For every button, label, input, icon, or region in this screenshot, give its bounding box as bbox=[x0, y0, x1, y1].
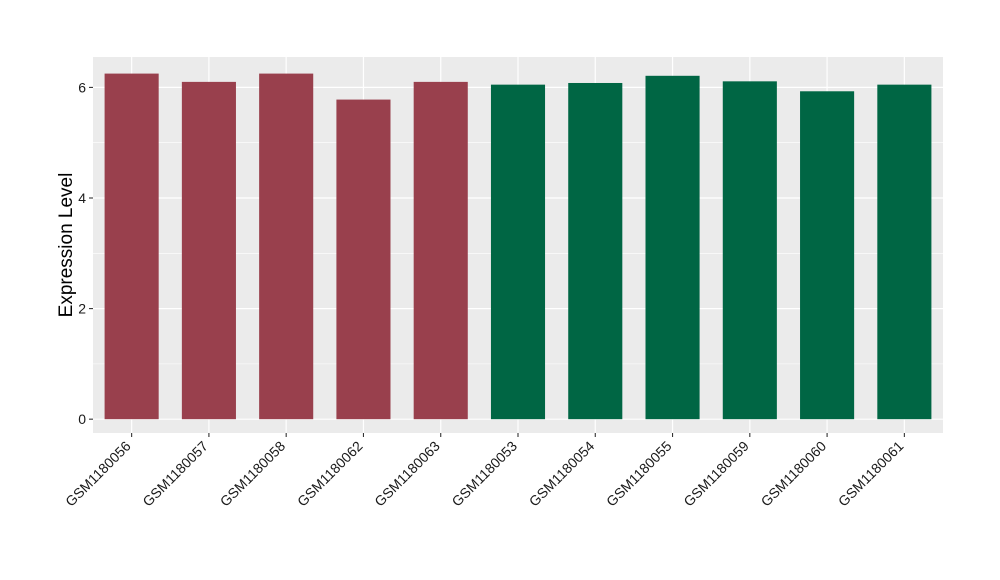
bar-GSM1180061 bbox=[877, 84, 932, 420]
x-tick-label: GSM1180055 bbox=[603, 438, 675, 510]
bar-GSM1180063 bbox=[413, 81, 468, 420]
x-tick-label: GSM1180057 bbox=[139, 438, 211, 510]
x-tick-label: GSM1180054 bbox=[526, 438, 598, 510]
x-tick-label: GSM1180062 bbox=[294, 438, 366, 510]
y-tick-label: 4 bbox=[78, 190, 86, 206]
y-tick-label: 2 bbox=[78, 301, 86, 317]
bar-GSM1180062 bbox=[336, 99, 391, 420]
bar-GSM1180054 bbox=[568, 82, 623, 420]
x-tick-label: GSM1180053 bbox=[448, 438, 520, 510]
bar-GSM1180056 bbox=[104, 73, 159, 420]
bar-GSM1180059 bbox=[722, 81, 777, 420]
x-axis: GSM1180056 GSM1180057 GSM1180058 GSM1180062… bbox=[62, 433, 907, 509]
y-axis-title: Expression Level bbox=[56, 173, 77, 318]
x-tick-label: GSM1180060 bbox=[758, 438, 830, 510]
y-tick-label: 0 bbox=[78, 411, 86, 427]
bar-GSM1180060 bbox=[800, 91, 855, 420]
x-tick-label: GSM1180058 bbox=[217, 438, 289, 510]
y-tick-label: 6 bbox=[78, 79, 86, 95]
bar-GSM1180058 bbox=[259, 73, 314, 420]
bar-GSM1180055 bbox=[645, 75, 700, 420]
bar-GSM1180053 bbox=[490, 84, 546, 420]
bars bbox=[104, 73, 932, 420]
bar-GSM1180057 bbox=[181, 81, 236, 420]
x-tick-label: GSM1180063 bbox=[371, 438, 443, 510]
x-tick-label: GSM1180056 bbox=[62, 438, 134, 510]
x-tick-label: GSM1180061 bbox=[835, 438, 907, 510]
y-axis: 0 2 4 6 bbox=[78, 79, 93, 427]
x-tick-label: GSM1180059 bbox=[680, 438, 752, 510]
